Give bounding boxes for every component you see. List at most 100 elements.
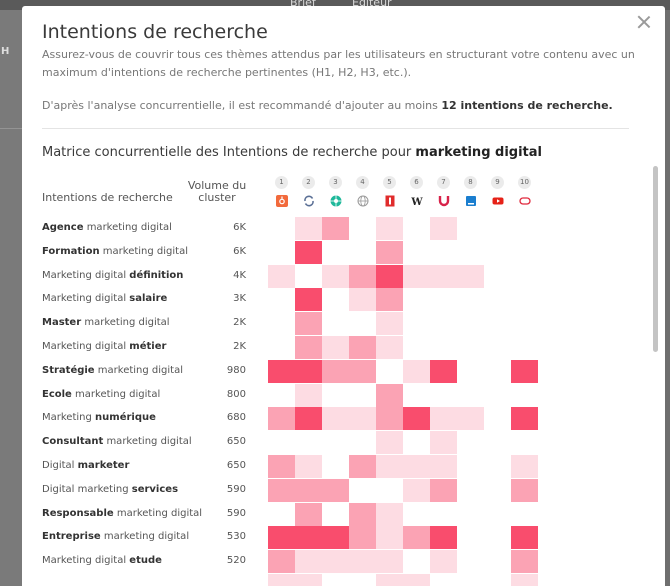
- competitor-column-7[interactable]: 7: [430, 176, 457, 207]
- heatmap-cell[interactable]: [295, 478, 322, 502]
- heatmap-cell[interactable]: [322, 407, 349, 431]
- heatmap-cell[interactable]: [511, 574, 538, 586]
- heatmap-cell[interactable]: [511, 526, 538, 550]
- red-capsule-icon[interactable]: [518, 192, 531, 205]
- heatmap-cell[interactable]: [295, 574, 322, 586]
- competitor-column-8[interactable]: 8: [457, 176, 484, 206]
- competitor-column-4[interactable]: 4: [349, 176, 376, 207]
- heatmap-cell[interactable]: [322, 264, 349, 288]
- heatmap-cell[interactable]: [349, 336, 376, 359]
- heatmap-cell[interactable]: [430, 217, 457, 240]
- heatmap-cell[interactable]: [376, 550, 403, 574]
- heatmap-cell[interactable]: [295, 217, 322, 240]
- heatmap-cell[interactable]: [295, 336, 322, 359]
- heatmap-cell[interactable]: [376, 502, 403, 526]
- heatmap-cell[interactable]: [403, 359, 430, 383]
- heatmap-cell[interactable]: [376, 312, 403, 336]
- heatmap-cell[interactable]: [268, 359, 295, 383]
- heatmap-cell[interactable]: [268, 264, 295, 288]
- heatmap-cell[interactable]: [376, 264, 403, 288]
- heatmap-cell[interactable]: [322, 359, 349, 383]
- heatmap-cell[interactable]: [322, 217, 349, 240]
- heatmap-cell[interactable]: [376, 407, 403, 431]
- heatmap-cell[interactable]: [268, 407, 295, 431]
- close-icon[interactable]: [637, 15, 651, 29]
- heatmap-cell[interactable]: [376, 383, 403, 407]
- magnet-icon[interactable]: [438, 192, 450, 207]
- heatmap-cell[interactable]: [403, 407, 430, 431]
- heatmap-cell[interactable]: [403, 526, 430, 550]
- heatmap-cell[interactable]: [349, 264, 376, 288]
- globe-icon[interactable]: [357, 192, 369, 207]
- heatmap-cell[interactable]: [268, 574, 295, 586]
- hubspot-icon[interactable]: [275, 192, 288, 207]
- heatmap-cell[interactable]: [511, 550, 538, 574]
- heatmap-cell[interactable]: [349, 550, 376, 574]
- heatmap-cell[interactable]: [457, 407, 484, 431]
- modal-scrollbar[interactable]: [653, 166, 658, 352]
- heatmap-cell[interactable]: [457, 264, 484, 288]
- heatmap-cell[interactable]: [376, 240, 403, 264]
- youtube-icon[interactable]: [492, 192, 504, 205]
- heatmap-cell[interactable]: [376, 288, 403, 312]
- red-book-icon[interactable]: [384, 192, 396, 207]
- heatmap-cell[interactable]: [403, 264, 430, 288]
- heatmap-cell[interactable]: [430, 431, 457, 455]
- heatmap-cell[interactable]: [322, 526, 349, 550]
- heatmap-cell[interactable]: [376, 336, 403, 359]
- heatmap-cell[interactable]: [268, 478, 295, 502]
- heatmap-cell[interactable]: [295, 502, 322, 526]
- heatmap-cell[interactable]: [349, 502, 376, 526]
- heatmap-cell[interactable]: [349, 526, 376, 550]
- competitor-column-9[interactable]: 9: [484, 176, 511, 205]
- heatmap-cell[interactable]: [268, 550, 295, 574]
- heatmap-cell[interactable]: [295, 383, 322, 407]
- green-flower-icon[interactable]: [330, 192, 342, 207]
- heatmap-cell[interactable]: [430, 359, 457, 383]
- heatmap-cell[interactable]: [403, 574, 430, 586]
- heatmap-cell[interactable]: [322, 336, 349, 359]
- heatmap-cell[interactable]: [376, 431, 403, 455]
- heatmap-cell[interactable]: [295, 407, 322, 431]
- competitor-column-10[interactable]: 10: [511, 176, 538, 205]
- heatmap-cell[interactable]: [403, 478, 430, 502]
- heatmap-cell[interactable]: [295, 455, 322, 478]
- heatmap-cell[interactable]: [295, 526, 322, 550]
- heatmap-cell[interactable]: [430, 264, 457, 288]
- heatmap-cell[interactable]: [322, 550, 349, 574]
- heatmap-cell[interactable]: [430, 407, 457, 431]
- heatmap-cell[interactable]: [430, 478, 457, 502]
- heatmap-cell[interactable]: [322, 478, 349, 502]
- heatmap-cell[interactable]: [376, 455, 403, 478]
- heatmap-cell[interactable]: [376, 526, 403, 550]
- heatmap-cell[interactable]: [349, 407, 376, 431]
- competitor-column-1[interactable]: 1: [268, 176, 295, 207]
- heatmap-cell[interactable]: [376, 217, 403, 240]
- competitor-column-2[interactable]: 2: [295, 176, 322, 207]
- heatmap-cell[interactable]: [430, 550, 457, 574]
- competitor-column-3[interactable]: 3: [322, 176, 349, 207]
- heatmap-cell[interactable]: [430, 526, 457, 550]
- heatmap-cell[interactable]: [430, 455, 457, 478]
- heatmap-cell[interactable]: [511, 478, 538, 502]
- heatmap-cell[interactable]: [295, 359, 322, 383]
- competitor-column-5[interactable]: 5: [376, 176, 403, 207]
- heatmap-cell[interactable]: [511, 407, 538, 431]
- heatmap-cell[interactable]: [349, 455, 376, 478]
- heatmap-cell[interactable]: [295, 550, 322, 574]
- wikipedia-icon[interactable]: W: [410, 192, 423, 208]
- heatmap-cell[interactable]: [295, 240, 322, 264]
- heatmap-cell[interactable]: [268, 455, 295, 478]
- sync-logo-icon[interactable]: [303, 192, 315, 207]
- heatmap-cell[interactable]: [295, 288, 322, 312]
- heatmap-cell[interactable]: [268, 526, 295, 550]
- heatmap-cell[interactable]: [376, 574, 403, 586]
- heatmap-cell[interactable]: [295, 312, 322, 336]
- blue-bookmark-icon[interactable]: [465, 192, 477, 206]
- heatmap-cell[interactable]: [511, 455, 538, 478]
- heatmap-cell[interactable]: [511, 359, 538, 383]
- heatmap-cell[interactable]: [403, 455, 430, 478]
- heatmap-cell[interactable]: [349, 288, 376, 312]
- heatmap-cell[interactable]: [349, 359, 376, 383]
